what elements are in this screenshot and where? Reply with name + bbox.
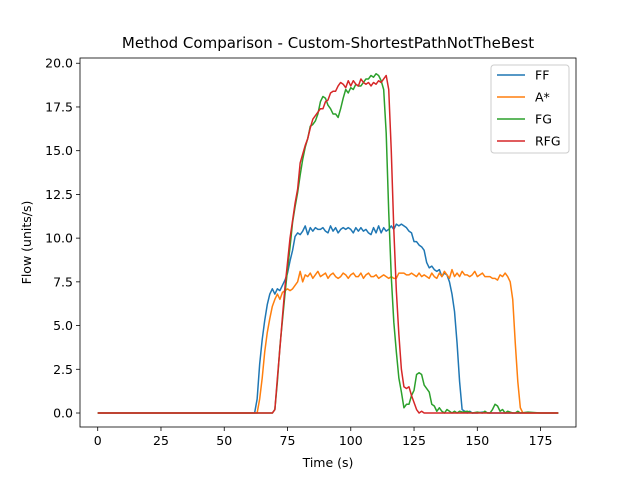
plot-frame	[79, 57, 577, 428]
y-axis-label: Flow (units/s)	[19, 201, 34, 285]
legend: FF A* FG RFG	[490, 64, 570, 154]
x-tick-label: 75	[280, 433, 296, 448]
y-tick-label: 0.0	[53, 406, 73, 421]
y-tick-label: 15.0	[45, 143, 73, 158]
x-tick-label: 0	[94, 433, 102, 448]
x-axis-label: Time (s)	[302, 455, 354, 470]
y-tick-label: 10.0	[45, 231, 73, 246]
x-tick-label: 50	[216, 433, 232, 448]
legend-label: RFG	[535, 134, 561, 149]
y-tick-label: 5.0	[53, 318, 73, 333]
y-tick-label: 7.5	[53, 274, 73, 289]
x-tick-label: 150	[465, 433, 489, 448]
x-tick-label: 100	[339, 433, 363, 448]
x-tick-label: 125	[402, 433, 426, 448]
chart-title: Method Comparison - Custom-ShortestPathN…	[122, 34, 534, 52]
legend-label: FF	[535, 68, 549, 83]
legend-box	[490, 64, 570, 154]
x-tick-label: 175	[529, 433, 553, 448]
x-tick-label: 25	[153, 433, 169, 448]
y-tick-label: 12.5	[45, 187, 73, 202]
x-axis: 0 25 50 75 100 125 150 175	[94, 427, 553, 448]
series-line-rfg	[97, 74, 559, 414]
legend-label: A*	[535, 90, 550, 105]
series-layer	[97, 72, 559, 414]
y-tick-label: 17.5	[45, 99, 73, 114]
y-axis: 0.0 2.5 5.0 7.5 10.0 12.5 15.0 17.5 20.0	[45, 56, 80, 421]
y-tick-label: 2.5	[53, 362, 73, 377]
series-line-a	[97, 268, 559, 414]
y-tick-label: 20.0	[45, 56, 73, 71]
legend-label: FG	[535, 112, 552, 127]
